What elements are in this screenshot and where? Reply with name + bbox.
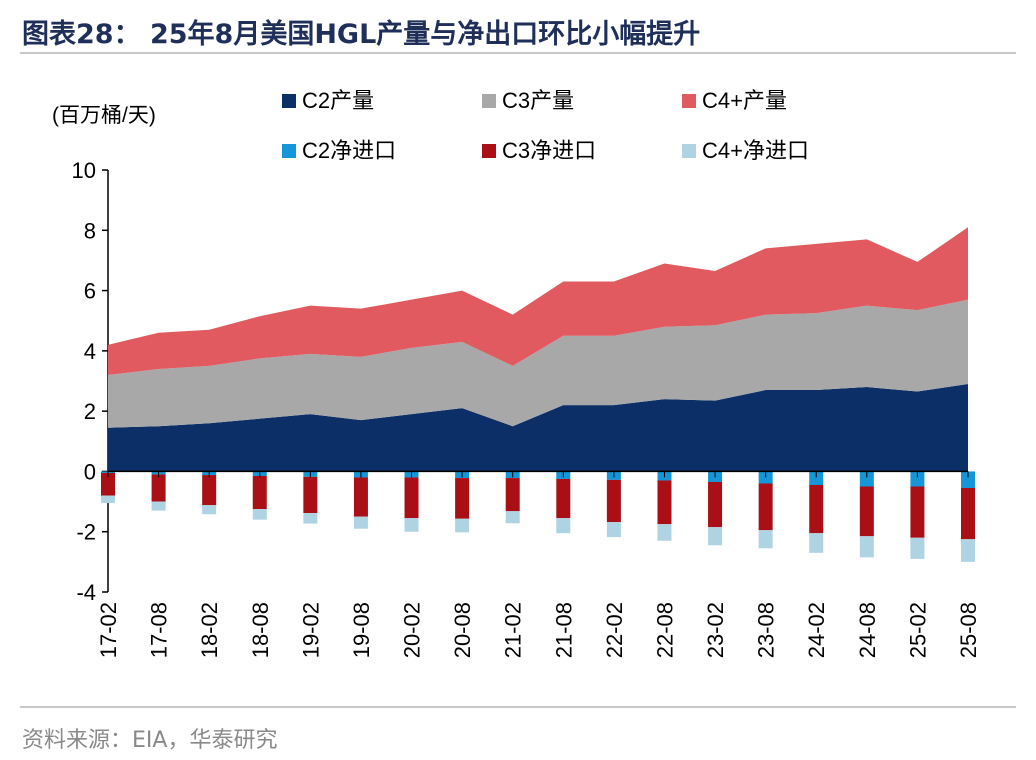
bar-C3_net [657,480,672,525]
bottom-divider [20,706,1016,708]
bar-C4_net [303,513,318,524]
bar-C4_net [606,522,621,538]
bar-C3_net [505,478,520,512]
bar-C4_net [252,509,267,520]
series-marks [101,227,975,562]
x-axis: 17-02 17-08 18-02 18-08 19-02 19-08 20-02 20-08… [96,470,981,658]
bar-C4_net [859,536,874,558]
area-C2_prod [108,384,968,472]
bar-C3_net [708,481,723,528]
bar-C3_net [303,476,318,514]
bar-C3_net [101,472,115,496]
bar-C4_net [202,505,217,515]
bar-C4_net [708,527,723,546]
bar-C4_net [961,539,975,562]
bar-C4_net [910,537,925,559]
y-tick-label: 0 [84,459,96,484]
bar-C4_net [758,530,773,549]
bar-C3_net [455,478,470,519]
bar-C4_net [101,495,115,504]
x-tick-label: 24-08 [855,602,880,658]
y-tick-label: 8 [84,218,96,243]
bar-C2_net [910,471,925,487]
y-tick-label: -2 [76,520,96,545]
bar-C3_net [859,486,874,537]
legend-label-C2_net: C2净进口 [302,138,396,163]
title-divider [20,52,1016,54]
bar-C4_net [505,511,520,524]
x-tick-label: 17-08 [147,602,172,658]
x-tick-label: 19-08 [349,602,374,658]
y-tick-label: 4 [84,339,96,364]
y-tick-label: 10 [72,158,96,183]
y-tick-label: -4 [76,580,96,605]
x-tick-label: 20-08 [450,602,475,658]
legend-label-C3_prod: C3产量 [502,88,574,113]
bar-C3_net [910,486,925,538]
y-unit-label: (百万桶/天) [52,104,156,127]
bar-C3_net [151,474,166,502]
legend-label-C4_prod: C4+产量 [702,88,787,113]
bar-C2_net [961,471,975,489]
x-tick-label: 23-08 [754,602,779,658]
legend-swatch-C2_net [282,144,296,158]
bar-C2_net [758,471,773,484]
bar-C3_net [606,479,621,523]
x-tick-label: 21-08 [551,602,576,658]
bar-C3_net [556,478,571,519]
bar-C4_net [809,533,824,553]
y-axis: 10 8 6 4 2 0 -2 -4 [72,158,109,605]
x-tick-label: 23-02 [703,602,728,658]
bar-C4_net [404,518,419,532]
figure-title: 图表28： 25年8月美国HGL产量与净出口环比小幅提升 [22,19,701,50]
x-tick-label: 22-08 [652,602,677,658]
legend-swatch-C2_prod [282,94,296,108]
bar-C4_net [455,518,470,533]
area-C4_prod [108,227,968,375]
source-note: 资料来源：EIA，华泰研究 [22,728,278,753]
bar-C3_net [353,477,368,517]
hgl-chart: (百万桶/天) C2产量 C3产量 C4+产量 C2净进口 C3净进口 C4+净进口 10… [52,88,981,658]
legend-swatch-C3_prod [482,94,496,108]
bar-C3_net [961,488,975,540]
y-tick-label: 2 [84,399,96,424]
legend: C2产量 C3产量 C4+产量 C2净进口 C3净进口 C4+净进口 [282,88,809,163]
bar-C3_net [202,475,217,506]
bar-C2_net [809,471,824,485]
x-tick-label: 17-02 [96,602,121,658]
y-tick-label: 6 [84,279,96,304]
x-tick-label: 18-02 [197,602,222,658]
legend-label-C2_prod: C2产量 [302,88,374,113]
x-tick-label: 21-02 [501,602,526,658]
x-tick-label: 20-02 [400,602,425,658]
bar-C3_net [404,477,419,519]
x-tick-label: 18-08 [248,602,273,658]
legend-swatch-C4_net [682,144,696,158]
bar-C4_net [151,501,166,511]
x-tick-label: 24-02 [804,602,829,658]
area-C3_prod [108,299,968,428]
bar-C3_net [809,484,824,534]
x-tick-label: 22-02 [602,602,627,658]
bar-C2_net [859,471,874,487]
x-tick-label: 25-02 [905,602,930,658]
legend-label-C4_net: C4+净进口 [702,138,809,163]
legend-swatch-C3_net [482,144,496,158]
bar-C4_net [556,518,571,534]
legend-swatch-C4_prod [682,94,696,108]
x-tick-label: 19-02 [298,602,323,658]
bar-C4_net [353,516,368,529]
bar-C3_net [758,483,773,531]
x-tick-label: 25-08 [956,602,981,658]
bar-C4_net [657,524,672,541]
legend-label-C3_net: C3净进口 [502,138,596,163]
bar-C3_net [252,475,267,510]
